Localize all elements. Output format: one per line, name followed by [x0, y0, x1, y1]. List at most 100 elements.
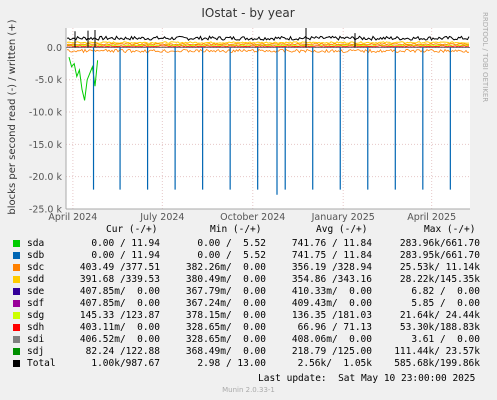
legend-swatch — [13, 348, 20, 355]
legend-value-avg: 409.43m/ 0.00 — [291, 298, 372, 309]
legend-value-max: 3.61 / 0.00 — [411, 334, 480, 345]
legend-row: sdg 145.33 /123.87 378.15m/ 0.00 136.35 /18… — [0, 310, 497, 322]
legend-value-min: 328.65m/ 0.00 — [185, 322, 266, 333]
legend-swatch — [13, 264, 20, 271]
legend-swatch — [13, 300, 20, 307]
legend-value-max: 283.96k/661.70 — [399, 238, 480, 249]
legend-series-name: sdd — [27, 274, 45, 285]
legend-series-name: sdj — [27, 346, 45, 357]
legend-value-avg: 356.19 /328.94 — [291, 262, 372, 273]
legend-row: sdf 407.85m/ 0.00 367.24m/ 0.00 409.43m/ 0.… — [0, 298, 497, 310]
legend-value-avg: 408.06m/ 0.00 — [291, 334, 372, 345]
munin-version: Munin 2.0.33-1 — [222, 386, 275, 394]
sda-read-dips — [68, 56, 99, 101]
legend-value-cur: 145.33 /123.87 — [79, 310, 160, 321]
legend-value-avg: 741.75 / 11.84 — [291, 250, 372, 261]
header-avg: Avg (-/+) — [316, 224, 368, 235]
legend-value-avg: 354.86 /343.16 — [291, 274, 372, 285]
legend-row: sdb 0.00 / 11.94 0.00 / 5.52 741.75 / 11.84… — [0, 250, 497, 262]
legend-value-cur: 403.11m/ 0.00 — [79, 322, 160, 333]
legend-row: sdd 391.68 /339.53 380.49m/ 0.00 354.86 /34… — [0, 274, 497, 286]
x-tick-label: July 2024 — [139, 212, 184, 223]
legend-row: sdc 403.49 /377.51 382.26m/ 0.00 356.19 /32… — [0, 262, 497, 274]
legend-value-min: 367.24m/ 0.00 — [185, 298, 266, 309]
legend-row: sdh 403.11m/ 0.00 328.65m/ 0.00 66.96 / 71.… — [0, 322, 497, 334]
legend-value-avg: 410.33m/ 0.00 — [291, 286, 372, 297]
legend-swatch — [13, 276, 20, 283]
y-tick-label: 0.0 — [47, 43, 62, 54]
legend-value-avg: 136.35 /181.03 — [291, 310, 372, 321]
legend-series-name: sda — [27, 238, 45, 249]
y-tick-label: -5.0 k — [35, 75, 63, 86]
chart-title: IOstat - by year — [201, 6, 294, 20]
legend-swatch — [13, 324, 20, 331]
legend-value-min: 380.49m/ 0.00 — [185, 274, 266, 285]
legend-swatch — [13, 336, 20, 343]
legend-swatch — [13, 360, 20, 367]
legend-swatch — [13, 288, 20, 295]
legend-row: sdi 406.52m/ 0.00 328.65m/ 0.00 408.06m/ 0.… — [0, 334, 497, 346]
series-line-positive — [66, 41, 469, 44]
legend-value-cur: 0.00 / 11.94 — [91, 250, 160, 261]
legend-value-max: 6.82 / 0.00 — [411, 286, 480, 297]
legend-value-cur: 1.00k/987.67 — [91, 358, 160, 369]
legend-value-max: 25.53k/ 11.14k — [399, 262, 480, 273]
legend-series-name: sdf — [27, 298, 45, 309]
rrdtool-credit: RRDTOOL / TOBI OETIKER — [481, 12, 489, 102]
x-tick-label: April 2024 — [48, 212, 97, 223]
legend-row: sda 0.00 / 11.94 0.00 / 5.52 741.76 / 11.84… — [0, 238, 497, 250]
legend-value-min: 2.98 / 13.00 — [197, 358, 266, 369]
legend-series-name: sdc — [27, 262, 45, 273]
legend-series-name: sdh — [27, 322, 45, 333]
legend-value-cur: 391.68 /339.53 — [79, 274, 160, 285]
chart-svg: IOstat - by year blocks per second read … — [7, 6, 489, 223]
legend-value-max: 53.30k/188.83k — [399, 322, 480, 333]
legend-swatch — [13, 240, 20, 247]
series-lines — [66, 28, 470, 195]
y-axis-label: blocks per second read (-) / written (+) — [7, 19, 18, 214]
legend-value-avg: 66.96 / 71.13 — [297, 322, 372, 333]
legend-series-name: Total — [27, 358, 56, 369]
header-min: Min (-/+) — [210, 224, 262, 235]
legend-value-cur: 406.52m/ 0.00 — [79, 334, 160, 345]
axis-ticks: 0.0-5.0 k-10.0 k-15.0 k-20.0 k-25.0 kApr… — [29, 43, 456, 223]
legend-value-cur: 407.85m/ 0.00 — [79, 286, 160, 297]
series-line-positive — [66, 35, 470, 41]
legend-value-max: 28.22k/145.35k — [399, 274, 480, 285]
legend-swatch — [13, 252, 20, 259]
legend-value-avg: 741.76 / 11.84 — [291, 238, 372, 249]
series-line-positive — [66, 42, 469, 46]
legend-series-name: sdg — [27, 310, 45, 321]
x-tick-label: January 2025 — [311, 212, 375, 223]
y-tick-label: -25.0 k — [29, 205, 63, 216]
y-tick-label: -15.0 k — [29, 140, 63, 151]
y-tick-label: -20.0 k — [29, 172, 63, 183]
legend-series-name: sdb — [27, 250, 45, 261]
header-max: Max (-/+) — [424, 224, 476, 235]
grid-lines — [66, 28, 470, 210]
legend-value-max: 283.95k/661.70 — [399, 250, 480, 261]
y-tick-label: -10.0 k — [29, 108, 63, 119]
header-cur: Cur (-/+) — [106, 224, 158, 235]
legend-value-avg: 2.56k/ 1.05k — [297, 358, 372, 369]
series-line-positive — [66, 45, 469, 48]
legend-value-max: 5.85 / 0.00 — [411, 298, 480, 309]
legend-value-max: 585.68k/199.86k — [394, 358, 480, 369]
legend-value-cur: 0.00 / 11.94 — [91, 238, 160, 249]
legend-row: sdj 82.24 /122.88 368.49m/ 0.00 218.79 /125… — [0, 346, 497, 358]
legend-swatch — [13, 312, 20, 319]
last-update: Last update: Sat May 10 23:00:00 2025 — [258, 373, 476, 384]
plot-area — [66, 28, 470, 209]
legend-value-max: 111.44k/ 23.57k — [394, 346, 480, 357]
x-tick-label: October 2024 — [220, 212, 285, 223]
legend-series-name: sde — [27, 286, 45, 297]
legend-value-min: 0.00 / 5.52 — [197, 250, 266, 261]
legend-value-min: 367.79m/ 0.00 — [185, 286, 266, 297]
legend-value-max: 21.64k/ 24.44k — [399, 310, 480, 321]
legend-row: sde 407.85m/ 0.00 367.79m/ 0.00 410.33m/ 0.… — [0, 286, 497, 298]
x-tick-label: April 2025 — [407, 212, 456, 223]
series-line-negative — [66, 48, 470, 54]
legend-value-min: 0.00 / 5.52 — [197, 238, 266, 249]
legend-row: Total 1.00k/987.67 2.98 / 13.00 2.56k/ 1.05… — [0, 358, 497, 370]
